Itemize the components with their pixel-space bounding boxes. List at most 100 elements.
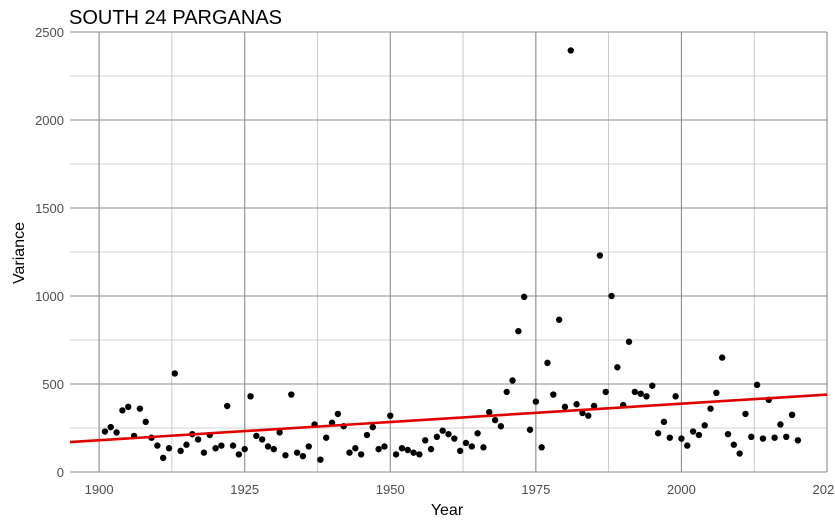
data-point [177,447,184,455]
data-point [474,430,481,437]
data-point [637,390,644,397]
data-point [718,354,726,361]
data-point [264,443,272,450]
data-point [229,442,237,449]
data-point [171,370,179,377]
data-point [672,393,679,400]
data-point [550,391,557,398]
data-point [491,416,499,424]
data-point [194,436,202,443]
data-point [736,450,743,457]
y-tick-label: 1500 [35,201,64,216]
data-point [771,434,778,441]
data-point [585,412,592,419]
data-point [293,449,301,456]
data-point [724,430,732,438]
data-point [445,430,452,438]
data-point [503,388,510,396]
data-point [433,433,441,440]
data-points [101,47,802,463]
data-point [788,411,796,418]
data-point [625,338,633,345]
data-point [701,422,708,429]
data-point [468,443,475,450]
data-point [101,428,109,435]
data-point [753,381,761,389]
y-tick-label: 500 [42,377,64,392]
y-tick-label: 1000 [35,289,64,304]
data-point [573,401,580,408]
data-point [398,445,406,452]
data-point [730,441,738,448]
data-point [422,437,429,444]
data-point [439,427,446,434]
data-point [689,428,697,435]
data-point [509,377,516,384]
data-point [555,316,563,323]
data-point [235,451,243,458]
data-point [631,388,639,396]
data-point [748,433,755,440]
trend-line [69,393,828,444]
data-point [515,328,522,335]
data-point [241,445,248,453]
data-point [270,445,278,453]
data-point [357,451,365,458]
data-point [783,433,790,440]
data-point [416,451,423,458]
chart-title: SOUTH 24 PARGANAS [69,7,283,29]
data-point [299,452,307,460]
data-point [253,432,260,440]
x-tick-label: 1950 [376,482,405,497]
data-point [392,451,400,458]
data-point [305,443,312,450]
data-point [713,389,720,396]
data-point [456,447,464,455]
data-point [154,442,161,449]
data-point [649,382,656,389]
y-tick-label: 2500 [35,25,64,40]
data-point [497,423,505,430]
data-point [218,442,225,449]
data-point [125,403,132,411]
data-point [544,359,551,367]
data-point [532,398,540,405]
data-point [323,434,330,441]
x-axis-label: Year [431,502,464,519]
data-point [200,449,208,456]
data-point [387,412,394,419]
data-point [643,393,650,400]
data-point [684,442,691,449]
data-point [480,444,487,451]
data-point [538,444,545,451]
data-point [654,430,662,437]
data-point [346,449,353,456]
x-tick-label: 2025 [813,482,835,497]
data-point [113,429,120,436]
data-point [759,435,767,442]
data-point [410,449,417,456]
data-point [212,445,219,452]
data-point [183,441,190,448]
grid [70,31,828,473]
data-point [707,405,714,412]
data-point [614,364,621,371]
y-tick-label: 0 [57,465,64,480]
data-point [258,436,266,443]
data-point [608,292,615,300]
data-point [462,439,470,447]
data-point [375,445,382,453]
data-point [561,403,569,411]
data-point [288,391,295,398]
data-point [602,388,609,396]
data-point [282,452,289,459]
data-point [567,47,574,54]
data-point [777,421,784,428]
x-tick-label: 1925 [230,482,259,497]
data-point [276,429,283,436]
data-point [579,409,586,417]
data-point [334,410,342,418]
x-tick-label: 2000 [667,482,696,497]
data-point [526,426,534,433]
